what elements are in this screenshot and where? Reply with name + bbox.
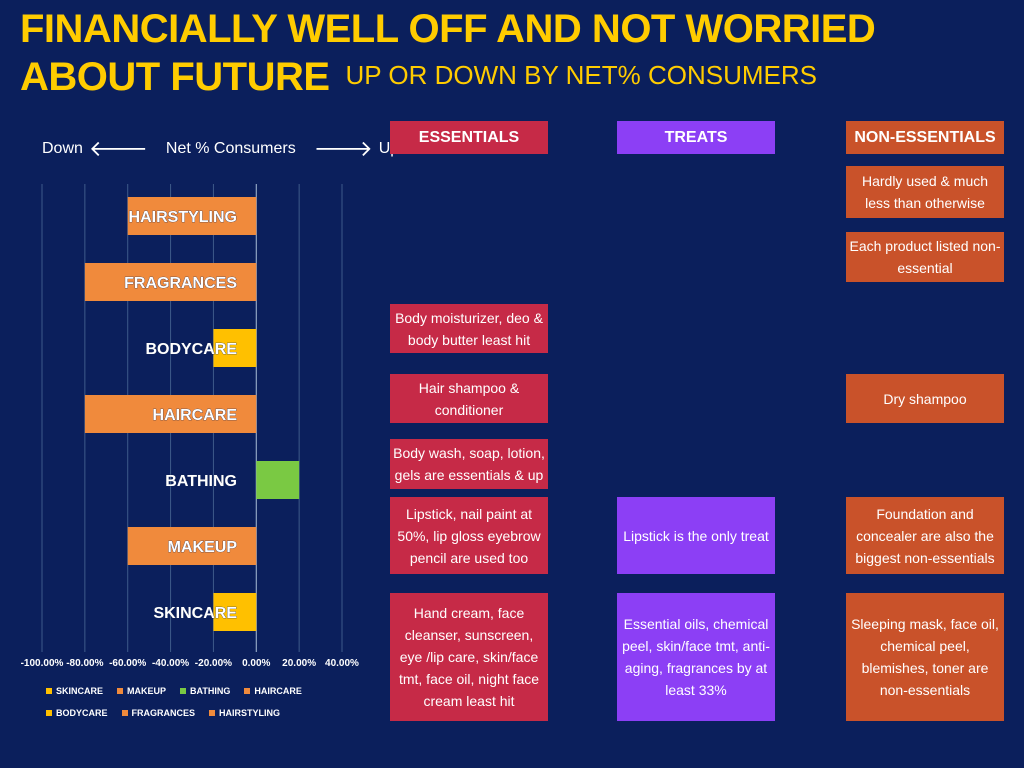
legend-label: MAKEUP [127, 686, 167, 696]
axis-caption: Down 🡐 Net % Consumers 🡒 Up [42, 136, 399, 161]
legend-swatch [244, 688, 251, 694]
essentials-box-2: Hair shampoo & conditioner [390, 374, 548, 423]
legend-row-1: BODYCARE FRAGRANCES HAIRSTYLING [46, 708, 302, 718]
x-tick-label: -60.00% [109, 658, 146, 669]
x-tick-label: 20.00% [282, 658, 316, 669]
x-tick-label: -20.00% [195, 658, 232, 669]
essentials-box-4: Lipstick, nail paint at 50%, lip gloss e… [390, 497, 548, 574]
bar-label-fragrances: FRAGRANCES [124, 275, 237, 292]
non-essentials-box-1: Hardly used & much less than otherwise [846, 166, 1004, 218]
treats-box-2: Essential oils, chemical peel, skin/face… [617, 593, 775, 721]
legend-row-0: SKINCARE MAKEUP BATHING HAIRCARE [46, 686, 302, 696]
page-title: FINANCIALLY WELL OFF AND NOT WORRIED ABO… [20, 6, 876, 100]
non-essentials-header: NON-ESSENTIALS [846, 121, 1004, 154]
legend-swatch [46, 710, 52, 716]
chart-legend: SKINCARE MAKEUP BATHING HAIRCARE BODYCARE FRA… [46, 686, 302, 730]
legend-item-haircare: HAIRCARE [244, 686, 302, 696]
legend-swatch [209, 710, 216, 716]
x-tick-label: -80.00% [66, 658, 103, 669]
x-tick-label: -40.00% [152, 658, 189, 669]
essentials-box-1: Body moisturizer, deo & body butter leas… [390, 304, 548, 353]
legend-item-hairstyling: HAIRSTYLING [209, 708, 280, 718]
title-line-2: ABOUT FUTURE [20, 55, 330, 99]
left-arrow-icon: 🡐 [88, 136, 148, 161]
bar-hairstyling [127, 197, 257, 235]
bar-haircare [84, 395, 257, 433]
right-arrow-icon: 🡒 [313, 136, 373, 161]
bar-label-bathing: BATHING [165, 473, 237, 490]
x-tick-label: 0.00% [242, 658, 270, 669]
bar-label-haircare: HAIRCARE [153, 407, 238, 424]
title-line-1: FINANCIALLY WELL OFF AND NOT WORRIED [20, 7, 876, 51]
bar-chart: HAIRSTYLING FRAGRANCES BODYCARE HAIRCARE BAT… [21, 184, 359, 669]
bar-label-makeup: MAKEUP [168, 539, 238, 556]
bar-bathing [256, 461, 300, 499]
x-tick-label: 40.00% [325, 658, 359, 669]
non-essentials-box-5: Sleeping mask, face oil, chemical peel, … [846, 593, 1004, 721]
non-essentials-box-4: Foundation and concealer are also the bi… [846, 497, 1004, 574]
bar-label-bodycare: BODYCARE [145, 341, 237, 358]
bar-skincare [213, 593, 257, 631]
bar-makeup [127, 527, 257, 565]
bar-fragrances [84, 263, 257, 301]
legend-label: BATHING [190, 686, 231, 696]
x-tick-label: -100.00% [21, 658, 64, 669]
non-essentials-box-2: Each product listed non-essential [846, 232, 1004, 282]
legend-item-fragrances: FRAGRANCES [121, 708, 196, 718]
legend-label: FRAGRANCES [131, 708, 196, 718]
legend-item-makeup: MAKEUP [117, 686, 166, 696]
legend-label: SKINCARE [56, 686, 104, 696]
axis-caption-middle: Net % Consumers [165, 140, 296, 157]
treats-header: TREATS [617, 121, 775, 154]
bar-label-hairstyling: HAIRSTYLING [129, 209, 237, 226]
essentials-box-3: Body wash, soap, lotion, gels are essent… [390, 439, 548, 489]
legend-swatch [121, 710, 128, 716]
bar-bodycare [213, 329, 257, 367]
axis-caption-down: Down [42, 140, 83, 157]
essentials-box-5: Hand cream, face cleanser, sunscreen, ey… [390, 593, 548, 721]
treats-box-1: Lipstick is the only treat [617, 497, 775, 574]
legend-label: HAIRCARE [254, 686, 302, 696]
legend-item-skincare: SKINCARE [46, 686, 103, 696]
legend-item-bathing: BATHING [180, 686, 230, 696]
legend-label: BODYCARE [56, 708, 108, 718]
bar-label-skincare: SKINCARE [153, 605, 237, 622]
legend-swatch [46, 688, 52, 694]
legend-label: HAIRSTYLING [219, 708, 281, 718]
legend-swatch [117, 688, 124, 694]
legend-swatch [180, 688, 187, 694]
legend-item-bodycare: BODYCARE [46, 708, 108, 718]
non-essentials-box-3: Dry shampoo [846, 374, 1004, 423]
essentials-header: ESSENTIALS [390, 121, 548, 154]
subtitle: UP OR DOWN BY NET% CONSUMERS [345, 60, 817, 90]
